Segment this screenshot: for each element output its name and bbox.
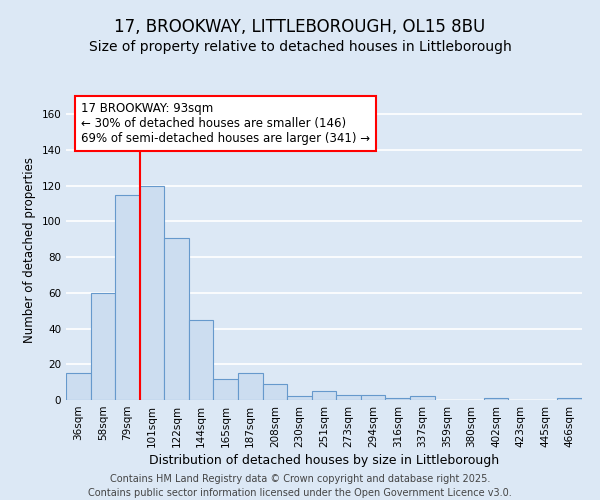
Text: Size of property relative to detached houses in Littleborough: Size of property relative to detached ho… <box>89 40 511 54</box>
Bar <box>214 378 238 400</box>
Bar <box>164 238 189 400</box>
Bar <box>140 186 164 400</box>
Bar <box>557 398 582 400</box>
Text: Contains HM Land Registry data © Crown copyright and database right 2025.
Contai: Contains HM Land Registry data © Crown c… <box>88 474 512 498</box>
Bar <box>484 398 508 400</box>
Text: 17 BROOKWAY: 93sqm
← 30% of detached houses are smaller (146)
69% of semi-detach: 17 BROOKWAY: 93sqm ← 30% of detached hou… <box>81 102 370 144</box>
Bar <box>385 398 410 400</box>
Bar <box>91 293 115 400</box>
Bar <box>287 396 312 400</box>
Bar <box>361 394 385 400</box>
Bar <box>238 373 263 400</box>
Bar <box>312 391 336 400</box>
Y-axis label: Number of detached properties: Number of detached properties <box>23 157 36 343</box>
Bar <box>66 373 91 400</box>
Bar <box>115 194 140 400</box>
Text: 17, BROOKWAY, LITTLEBOROUGH, OL15 8BU: 17, BROOKWAY, LITTLEBOROUGH, OL15 8BU <box>115 18 485 36</box>
Bar <box>263 384 287 400</box>
Bar <box>410 396 434 400</box>
Bar <box>189 320 214 400</box>
X-axis label: Distribution of detached houses by size in Littleborough: Distribution of detached houses by size … <box>149 454 499 467</box>
Bar <box>336 394 361 400</box>
